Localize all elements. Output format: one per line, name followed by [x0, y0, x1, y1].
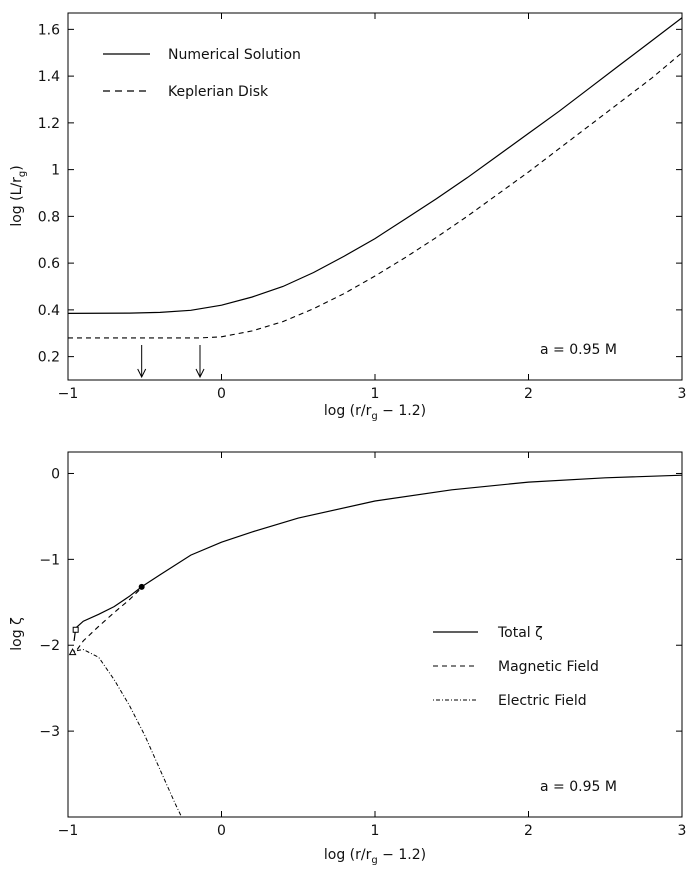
chart-bottom: −1 0 1 2 3 0 −1 −2 −3 Total ζ Magnetic Field Ele…: [9, 451, 686, 866]
y-axis-label-top-sub: g: [17, 171, 28, 177]
y-tick-label: 1.4: [38, 69, 60, 85]
down-arrow-icon: [195, 368, 205, 379]
x-tick-label: −1: [58, 823, 79, 839]
series-line-total: [73, 474, 682, 641]
y-tick-label: −3: [39, 724, 60, 740]
x-axis-label-bottom-tail: − 1.2): [378, 847, 426, 863]
x-axis-label-top-tail: − 1.2): [378, 403, 426, 419]
y-tick-label: 0.6: [38, 256, 60, 272]
y-axis-label-bottom: log ζ: [9, 617, 25, 650]
chart-top: −1 0 1 2 3 0.2 0.4 0.6 0.8 1 1.2 1.4 1.6 Numerical S…: [9, 12, 687, 422]
x-axis-label-top-sub: g: [371, 411, 377, 422]
legend-label-keplerian: Keplerian Disk: [168, 84, 269, 100]
legend-label-magnetic: Magnetic Field: [498, 659, 599, 675]
down-arrow-icon: [137, 368, 147, 379]
x-axis-label-bottom-main: log (r/r: [324, 847, 372, 863]
x-axis-label-top-main: log (r/r: [324, 403, 372, 419]
x-tick-label: 1: [371, 386, 380, 402]
y-axis-label-top: log (L/rg): [9, 165, 28, 226]
y-tick-label: 1.2: [38, 116, 60, 132]
y-tick-label: 1.6: [38, 22, 60, 38]
series-top: [68, 17, 682, 339]
legend-label-total: Total ζ: [497, 625, 543, 641]
markers-bottom: [68, 583, 145, 656]
series-line-numerical-solution: [68, 17, 682, 314]
y-tick-label: 0.4: [38, 303, 60, 319]
ticks-bottom: −1 0 1 2 3 0 −1 −2 −3: [39, 452, 686, 839]
y-tick-label: 1: [51, 163, 60, 179]
annotation-top: a = 0.95 M: [540, 342, 617, 358]
y-axis-label-top-tail: ): [9, 165, 25, 170]
series-line-electric-field: [74, 648, 183, 817]
x-axis-label-bottom-sub: g: [371, 855, 377, 866]
annotation-bottom: a = 0.95 M: [540, 779, 617, 795]
x-tick-label: 2: [524, 823, 533, 839]
x-tick-label: −1: [58, 386, 79, 402]
series-line-magnetic-field: [76, 587, 143, 650]
y-tick-label: −1: [39, 552, 60, 568]
plot-frame-bottom: [67, 451, 683, 818]
y-tick-label: −2: [39, 638, 60, 654]
y-tick-label: 0.2: [38, 350, 60, 366]
x-tick-label: 3: [678, 823, 687, 839]
x-tick-label: 0: [217, 386, 226, 402]
x-tick-label: 0: [217, 823, 226, 839]
legend-label-numerical: Numerical Solution: [168, 47, 301, 63]
x-axis-label-top: log (r/rg − 1.2): [324, 403, 426, 422]
marker-filled-circle: [138, 583, 145, 590]
x-tick-label: 2: [524, 386, 533, 402]
legend-label-electric: Electric Field: [498, 693, 587, 709]
y-tick-label: 0: [51, 466, 60, 482]
y-tick-label: 0.8: [38, 209, 60, 225]
plot-frame-top: [67, 12, 683, 381]
x-tick-label: 1: [371, 823, 380, 839]
series-line-keplerian-disk: [68, 52, 682, 339]
x-tick-label: 3: [678, 386, 687, 402]
arrows-top: [137, 345, 205, 379]
marker-open-triangle: [68, 648, 77, 656]
legend-top: Numerical Solution Keplerian Disk: [103, 47, 301, 100]
x-axis-label-bottom: log (r/rg − 1.2): [324, 847, 426, 866]
series-bottom: [73, 474, 682, 817]
legend-bottom: Total ζ Magnetic Field Electric Field: [433, 625, 599, 709]
marker-open-square: [72, 626, 79, 633]
y-axis-label-top-main: log (L/r: [9, 177, 25, 227]
